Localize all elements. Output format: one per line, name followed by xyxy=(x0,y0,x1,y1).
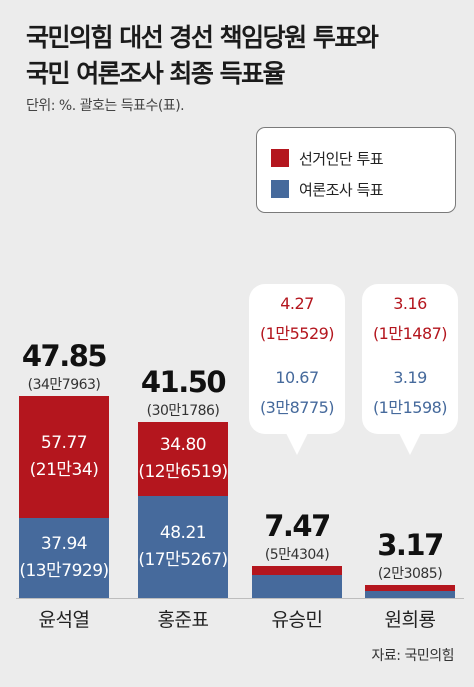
segment-votes: (13만7929) xyxy=(19,560,109,581)
total-value: 41.50 xyxy=(140,365,227,400)
legend-item-party: 선거인단 투표 xyxy=(271,148,384,168)
legend-swatch-poll xyxy=(271,180,289,198)
category-label: 윤석열 xyxy=(38,609,90,631)
callout-tail xyxy=(286,433,308,455)
segment-label-party: 34.80 (12만6519) xyxy=(138,432,228,486)
bar-segment-party xyxy=(19,395,109,518)
segment-label-party: 57.77 (21만34) xyxy=(19,430,109,484)
callout-poll-votes: (1만1598) xyxy=(372,398,448,417)
legend: 선거인단 투표 여론조사 득표 xyxy=(256,127,456,213)
callout-party-votes: (1만5529) xyxy=(259,324,335,343)
title-line-1: 국민의힘 대선 경선 책임당원 투표와 xyxy=(26,23,379,52)
bar-segment-party xyxy=(252,566,342,576)
category-label: 홍준표 xyxy=(157,609,209,631)
segment-value: 57.77 xyxy=(40,432,88,453)
segment-value: 48.21 xyxy=(159,523,207,544)
legend-label-party: 선거인단 투표 xyxy=(299,149,384,168)
callout-bubble xyxy=(249,284,345,434)
bar-segment-poll xyxy=(365,591,455,598)
segment-votes: (12만6519) xyxy=(138,462,228,483)
callout-poll-value: 10.67 xyxy=(275,368,319,387)
segment-label-poll: 48.21 (17만5267) xyxy=(138,520,228,574)
category-label: 유승민 xyxy=(271,609,323,631)
legend-swatch-party xyxy=(271,149,289,167)
legend-label-poll: 여론조사 득표 xyxy=(299,180,384,199)
title-line-2: 국민 여론조사 최종 득표율 xyxy=(26,59,286,88)
callout-party-value: 3.16 xyxy=(393,294,427,313)
callout-bubble xyxy=(362,284,458,434)
total-votes: (5만4304) xyxy=(264,547,330,564)
bar-segment-poll xyxy=(19,517,109,598)
source-note: 자료: 국민의힘 xyxy=(371,648,455,664)
segment-value: 37.94 xyxy=(40,533,88,554)
total-votes: (2만3085) xyxy=(377,565,443,582)
callout-party-value: 4.27 xyxy=(280,294,314,313)
total-value: 3.17 xyxy=(377,527,444,562)
callout-tail xyxy=(399,433,421,455)
total-value: 7.47 xyxy=(264,509,331,544)
category-label: 원희룡 xyxy=(384,609,436,631)
segment-votes: (17만5267) xyxy=(138,550,228,571)
unit-note: 단위: %. 괄호는 득표수(표). xyxy=(26,98,185,114)
callout-poll-votes: (3만8775) xyxy=(259,398,335,417)
callout-poll-value: 3.19 xyxy=(393,368,427,387)
bar-segment-party xyxy=(365,584,455,592)
total-votes: (30만1786) xyxy=(146,403,220,420)
legend-item-poll: 여론조사 득표 xyxy=(271,179,384,199)
bar-segment-poll xyxy=(138,496,228,598)
bar-segment-party xyxy=(138,422,228,497)
bar-segment-poll xyxy=(252,575,342,598)
total-votes: (34만7963) xyxy=(27,376,101,393)
total-value: 47.85 xyxy=(21,338,108,373)
baseline xyxy=(16,598,464,599)
segment-label-poll: 37.94 (13만7929) xyxy=(19,531,109,585)
callout-party-votes: (1만1487) xyxy=(372,324,448,343)
segment-value: 34.80 xyxy=(159,435,207,456)
segment-votes: (21만34) xyxy=(29,459,99,480)
chart-title: 국민의힘 대선 경선 책임당원 투표와 국민 여론조사 최종 득표율 xyxy=(26,20,379,92)
